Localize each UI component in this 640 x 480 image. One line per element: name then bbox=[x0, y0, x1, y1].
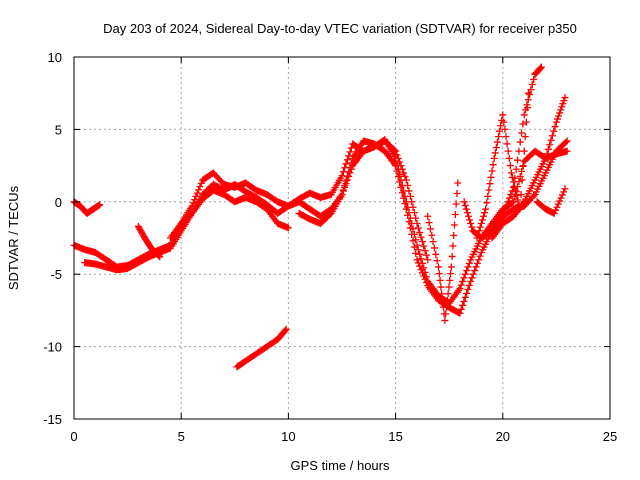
series-7 bbox=[233, 325, 290, 371]
y-tick-label: -5 bbox=[50, 267, 62, 282]
x-tick-label: 5 bbox=[178, 429, 185, 444]
series-6 bbox=[295, 137, 432, 264]
series-12 bbox=[533, 185, 569, 217]
chart-title: Day 203 of 2024, Sidereal Day-to-day VTE… bbox=[103, 21, 577, 36]
y-tick-label: -15 bbox=[43, 412, 62, 427]
x-tick-label: 10 bbox=[281, 429, 295, 444]
x-tick-label: 20 bbox=[496, 429, 510, 444]
series-4 bbox=[134, 222, 164, 261]
x-tick-label: 15 bbox=[388, 429, 402, 444]
series-markers bbox=[488, 94, 569, 242]
series-markers bbox=[134, 222, 164, 261]
x-axis-label: GPS time / hours bbox=[291, 458, 390, 473]
series-markers bbox=[295, 137, 432, 264]
series-8 bbox=[424, 179, 462, 325]
axis-ticks: 0 5 10 15 20 25 10 5 0 -5 -10 -15 bbox=[43, 50, 617, 444]
plot-frame bbox=[73, 56, 611, 420]
y-tick-label: 10 bbox=[48, 50, 62, 65]
y-tick-label: 5 bbox=[55, 122, 62, 137]
series-markers bbox=[473, 89, 533, 242]
series-markers bbox=[233, 325, 290, 371]
series-10 bbox=[473, 89, 533, 242]
series-markers bbox=[533, 185, 569, 217]
x-tick-label: 0 bbox=[70, 429, 77, 444]
series-markers bbox=[424, 179, 462, 325]
y-tick-label: 0 bbox=[55, 195, 62, 210]
x-tick-label: 25 bbox=[603, 429, 617, 444]
series-markers bbox=[166, 186, 292, 242]
series-5 bbox=[166, 186, 292, 242]
series-11 bbox=[488, 94, 569, 242]
y-tick-label: -10 bbox=[43, 340, 62, 355]
y-axis-label: SDTVAR / TECUs bbox=[6, 185, 21, 290]
